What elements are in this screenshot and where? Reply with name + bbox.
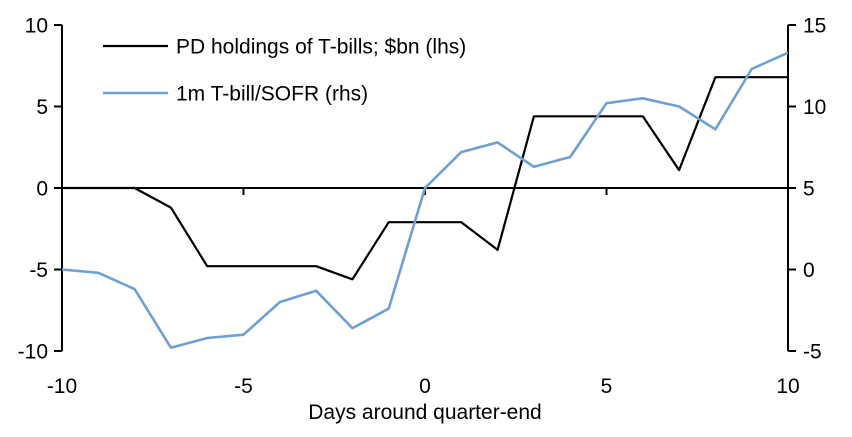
right-axis-tick-label: 5 <box>803 178 815 201</box>
right-axis-tick-label: 10 <box>803 96 826 119</box>
right-axis-tick-label: 0 <box>803 259 815 282</box>
x-axis-tick-label: 5 <box>601 375 613 398</box>
left-axis-tick-label: 0 <box>36 178 48 201</box>
x-axis-tick-label: 10 <box>776 375 799 398</box>
left-axis-tick-label: 5 <box>36 96 48 119</box>
left-axis-tick-label: -5 <box>29 259 48 282</box>
legend-layer: PD holdings of T-bills; $bn (lhs) 1m T-bi… <box>103 36 466 106</box>
x-axis-tick-label: 0 <box>419 375 431 398</box>
x-axis-title: Days around quarter-end <box>308 401 541 424</box>
x-axis-tick-label: -10 <box>47 375 77 398</box>
legend-label-pd-holdings: PD holdings of T-bills; $bn (lhs) <box>176 36 466 59</box>
left-axis-tick-label: 10 <box>25 15 48 38</box>
x-axis-tick-label: -5 <box>234 375 253 398</box>
right-axis-tick-label: 15 <box>803 15 826 38</box>
series-line-pd-holdings <box>62 76 788 281</box>
legend-label-tbill-sofr: 1m T-bill/SOFR (rhs) <box>176 83 368 106</box>
right-axis-tick-label: -5 <box>803 341 822 364</box>
series-line-tbill-sofr <box>61 51 789 350</box>
labels-layer: 10 5 0 -5 -10 15 10 5 0 -5 -10 -5 0 5 10 Days around qu… <box>18 15 827 425</box>
series-layer <box>61 51 789 350</box>
left-axis-tick-label: -10 <box>18 341 48 364</box>
